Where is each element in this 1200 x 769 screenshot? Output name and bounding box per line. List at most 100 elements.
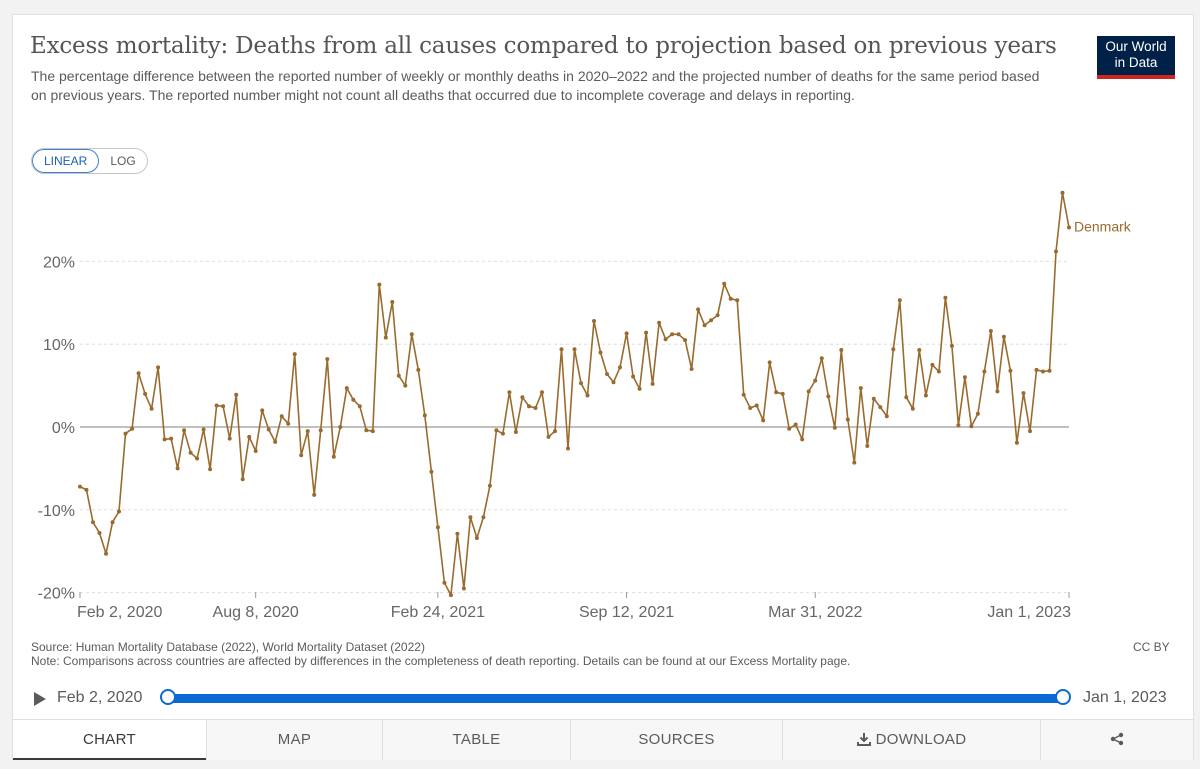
data-point	[1021, 391, 1026, 396]
timeline-start-label: Feb 2, 2020	[57, 689, 143, 706]
logo-line-1: Our World	[1105, 39, 1167, 54]
gridlines	[80, 260, 1069, 594]
data-point	[409, 332, 414, 337]
data-point	[923, 393, 928, 398]
data-point	[891, 347, 896, 352]
timeline-end-label: Jan 1, 2023	[1083, 689, 1167, 706]
owid-logo[interactable]: Our World in Data	[1097, 36, 1175, 79]
data-point	[1067, 225, 1071, 230]
scale-toggle: LINEAR LOG	[31, 148, 148, 174]
data-point	[227, 436, 232, 441]
data-point	[1014, 440, 1019, 445]
data-point	[624, 331, 629, 336]
data-point	[117, 509, 121, 514]
data-point	[253, 449, 258, 453]
data-point	[110, 520, 115, 525]
data-point	[266, 427, 271, 432]
data-point	[650, 381, 655, 386]
data-point	[631, 374, 636, 379]
data-point	[962, 375, 967, 380]
data-point	[422, 413, 427, 418]
data-point	[845, 417, 850, 422]
y-tick-label: 0%	[52, 420, 75, 437]
data-point	[364, 428, 369, 433]
data-point	[136, 371, 141, 376]
tab-download[interactable]: DOWNLOAD	[782, 720, 1040, 760]
data-point	[527, 404, 531, 409]
data-point	[357, 404, 362, 409]
data-point	[435, 525, 440, 530]
data-point	[318, 428, 323, 433]
y-tick-label: -10%	[38, 503, 75, 520]
data-point	[208, 467, 213, 472]
tab-chart[interactable]: CHART	[13, 720, 206, 760]
data-point	[988, 329, 993, 333]
log-scale-button[interactable]: LOG	[110, 154, 136, 168]
data-point	[787, 426, 792, 431]
data-point	[507, 390, 512, 395]
play-icon[interactable]	[34, 692, 46, 706]
tab-table[interactable]: TABLE	[382, 720, 570, 760]
data-point	[598, 350, 603, 355]
data-point	[884, 414, 889, 419]
data-point	[247, 434, 252, 439]
data-point	[949, 343, 954, 348]
data-point	[396, 373, 401, 378]
license-link[interactable]: CC BY	[1133, 640, 1170, 654]
data-point	[344, 386, 349, 391]
data-point	[572, 347, 577, 352]
logo-line-2: in Data	[1114, 55, 1158, 70]
data-point	[201, 427, 206, 432]
data-point	[481, 515, 486, 520]
data-point	[585, 393, 590, 398]
data-point	[780, 391, 785, 396]
y-tick-label: 20%	[43, 254, 75, 271]
series-label-denmark[interactable]: Denmark	[1074, 218, 1132, 234]
data-point	[149, 406, 154, 411]
tab-map[interactable]: MAP	[206, 720, 382, 760]
data-point	[1001, 334, 1006, 339]
x-tick-label: Mar 31, 2022	[768, 604, 862, 621]
data-point	[579, 381, 583, 386]
data-point	[1008, 368, 1013, 373]
share-icon	[1110, 732, 1124, 746]
x-tick-label: Jan 1, 2023	[987, 604, 1071, 621]
data-point	[351, 397, 356, 402]
data-point	[279, 414, 284, 419]
y-tick-label: -20%	[38, 586, 75, 603]
data-point	[566, 446, 570, 451]
data-point	[936, 369, 941, 374]
data-point	[611, 380, 616, 385]
data-point	[442, 580, 447, 585]
data-point	[312, 492, 317, 497]
linear-scale-button[interactable]: LINEAR	[32, 149, 100, 173]
chart-frame: Excess mortality: Deaths from all causes…	[12, 14, 1194, 760]
tab-share[interactable]	[1040, 720, 1193, 760]
data-point	[969, 424, 974, 429]
data-point	[793, 422, 798, 427]
data-point	[123, 431, 128, 436]
timeline-track[interactable]	[168, 694, 1063, 703]
data-point	[553, 429, 557, 434]
data-point	[559, 347, 564, 352]
data-point	[383, 335, 388, 340]
timeline-start-handle[interactable]	[160, 689, 176, 705]
tab-sources[interactable]: SOURCES	[570, 720, 782, 760]
tab-bar: CHART MAP TABLE SOURCES DOWNLOAD	[13, 719, 1193, 760]
timeline-end-handle[interactable]	[1055, 689, 1071, 705]
footnote: Note: Comparisons across countries are a…	[31, 654, 851, 668]
data-point	[448, 593, 453, 598]
x-tick-label: Sep 12, 2021	[579, 604, 674, 621]
data-point	[78, 484, 82, 489]
data-point	[761, 418, 766, 423]
data-point	[657, 320, 662, 325]
data-point	[494, 428, 499, 433]
data-point	[1047, 368, 1052, 373]
data-point	[702, 323, 707, 328]
data-point	[429, 469, 434, 474]
data-point	[904, 395, 909, 400]
data-point	[995, 389, 1000, 394]
data-point	[728, 296, 733, 301]
data-point	[487, 483, 492, 488]
data-point	[605, 372, 609, 376]
